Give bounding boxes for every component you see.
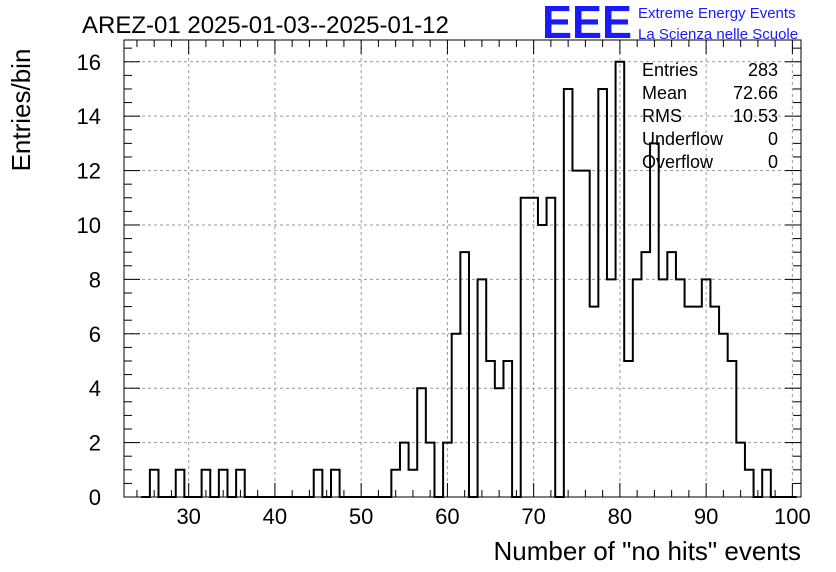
histogram-bin-67: [503, 361, 512, 497]
y-tick-label: 0: [89, 485, 101, 510]
stats-label: Mean: [642, 83, 687, 103]
histogram-bin-88: [685, 307, 694, 497]
histogram-bin-93: [728, 361, 737, 497]
histogram-bin-55: [400, 443, 409, 497]
stats-value: 72.66: [733, 83, 778, 103]
x-tick-label: 30: [176, 504, 200, 529]
stats-value: 10.53: [733, 106, 778, 126]
histogram-bin-84: [650, 143, 659, 497]
grid-lines: [124, 40, 801, 497]
x-tick-label: 80: [608, 504, 632, 529]
y-tick-label: 4: [89, 376, 101, 401]
x-tick-label: 60: [435, 504, 459, 529]
histogram-bin-61: [452, 334, 461, 497]
stats-value: 0: [768, 129, 778, 149]
stats-label: Underflow: [642, 129, 724, 149]
histogram-bin-47: [331, 470, 340, 497]
histogram-bin-86: [667, 252, 676, 497]
tick-labels: 30 40 50 60 70 80 90 100 0 2 4 6 8 10 12 14 16: [77, 50, 811, 529]
eee-logo: EEE Extreme Energy Events La Scienza nel…: [542, 0, 798, 48]
y-axis-label: Entries/bin: [6, 49, 36, 172]
x-tick-label: 90: [694, 504, 718, 529]
logo-line-1: Extreme Energy Events: [638, 5, 796, 22]
histogram-bin-91: [710, 307, 719, 497]
histogram-bin-92: [719, 334, 728, 497]
x-tick-label: 50: [349, 504, 373, 529]
stats-label: Entries: [642, 60, 698, 80]
x-tick-label: 100: [774, 504, 811, 529]
logo-line-2: La Scienza nelle Scuole: [638, 26, 798, 43]
histogram-bin-62: [460, 252, 469, 497]
chart-title: AREZ-01 2025-01-03--2025-01-12: [82, 12, 449, 39]
y-tick-label: 10: [77, 213, 101, 238]
x-axis-label: Number of "no hits" events: [494, 536, 802, 566]
histogram-bin-29: [176, 470, 185, 497]
x-tick-label: 70: [521, 504, 545, 529]
histogram-bin-94: [736, 443, 745, 497]
histogram-bin-77: [590, 307, 599, 497]
histogram-bin-97: [762, 470, 771, 497]
histogram-bin-69: [521, 198, 530, 497]
histogram-bin-78: [598, 89, 607, 497]
histogram-bin-95: [745, 470, 754, 497]
histogram-bin-72: [547, 198, 556, 497]
histogram-bin-74: [564, 89, 573, 497]
stats-value: 0: [768, 152, 778, 172]
stats-label: Overflow: [642, 152, 714, 172]
y-tick-label: 12: [77, 159, 101, 184]
y-tick-label: 14: [77, 104, 101, 129]
y-tick-label: 2: [89, 431, 101, 456]
plot-frame: [123, 39, 802, 498]
histogram-bin-65: [486, 361, 495, 497]
histogram-bin-58: [426, 443, 435, 497]
histogram-bin-71: [538, 225, 547, 497]
histogram-bin-45: [314, 470, 323, 497]
histogram-bin-81: [624, 361, 633, 497]
histogram-bin-83: [641, 252, 650, 497]
x-tick-label: 40: [263, 504, 287, 529]
y-tick-label: 8: [89, 267, 101, 292]
histogram-bin-89: [693, 307, 702, 497]
stats-box: Entries 283 Mean 72.66 RMS 10.53 Underflow 0 Ove…: [642, 60, 778, 172]
stats-value: 283: [748, 60, 778, 80]
axis-ticks: [124, 40, 801, 498]
stats-label: RMS: [642, 106, 682, 126]
logo-text: EEE: [542, 0, 632, 48]
y-tick-label: 6: [89, 322, 101, 347]
y-tick-label: 16: [77, 50, 101, 75]
